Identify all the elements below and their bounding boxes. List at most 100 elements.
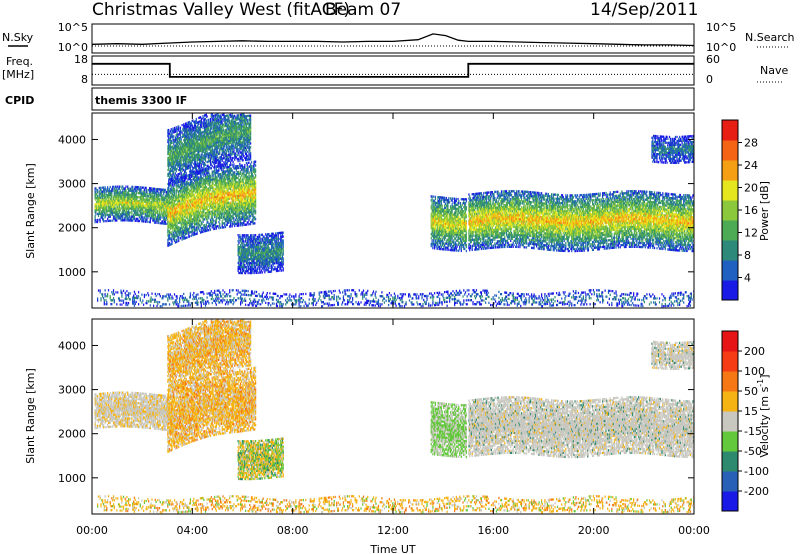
power-cell xyxy=(121,187,122,189)
power-cell xyxy=(110,220,111,222)
power-cell xyxy=(201,126,202,128)
power-cell xyxy=(187,236,188,238)
cpid-panel: CPID themis 3300 IF xyxy=(5,88,694,110)
power-cell xyxy=(243,159,244,161)
power-cell xyxy=(193,182,194,184)
power-cell xyxy=(159,212,160,214)
power-cell xyxy=(210,160,211,162)
power-cell xyxy=(174,238,175,240)
power-cell xyxy=(160,218,161,220)
power-cell xyxy=(138,186,139,188)
power-cell xyxy=(118,213,119,215)
power-cell xyxy=(237,128,238,130)
power-cell xyxy=(128,188,129,190)
power-cell xyxy=(103,220,104,222)
power-cell xyxy=(182,170,183,172)
power-cell xyxy=(111,194,112,196)
power-cell xyxy=(233,149,234,151)
power-cell xyxy=(116,188,117,190)
power-cell xyxy=(250,136,251,138)
power-cell xyxy=(157,210,158,212)
power-cell xyxy=(250,120,251,122)
station-title: Christmas Valley West (fitACF) xyxy=(92,0,350,20)
power-cell xyxy=(202,173,203,175)
power-cell xyxy=(233,117,234,119)
rti-figure: Christmas Valley West (fitACF) Beam 07 1… xyxy=(0,0,800,554)
power-cell xyxy=(146,189,147,191)
power-cell xyxy=(146,191,147,193)
power-cell xyxy=(170,182,171,184)
power-cell xyxy=(165,221,166,223)
power-cell xyxy=(136,194,137,196)
power-cell xyxy=(250,128,251,130)
power-cell xyxy=(204,218,205,220)
power-cell xyxy=(111,196,112,198)
power-cell xyxy=(136,208,137,210)
power-cell xyxy=(181,160,182,162)
power-cell xyxy=(131,210,132,212)
cpid-label: CPID xyxy=(5,94,34,107)
power-cell xyxy=(115,200,116,202)
power-cell xyxy=(115,207,116,209)
power-cell xyxy=(125,186,126,188)
power-cell xyxy=(197,233,198,235)
power-cell xyxy=(107,218,108,220)
power-cell xyxy=(187,232,188,234)
power-cell xyxy=(129,213,130,215)
power-cell xyxy=(103,218,104,220)
power-cell xyxy=(198,208,199,210)
power-cell xyxy=(239,160,240,162)
power-cell xyxy=(203,175,204,177)
power-cell xyxy=(222,160,223,162)
superdarn-rti-plot: Christmas Valley West (fitACF) Beam 07 1… xyxy=(0,0,800,554)
power-cell xyxy=(200,128,201,130)
power-cell xyxy=(143,187,144,189)
power-cell xyxy=(137,218,138,220)
power-cell xyxy=(158,222,159,224)
power-cell xyxy=(176,191,177,193)
power-cell xyxy=(127,215,128,217)
power-cell xyxy=(205,158,206,160)
power-cell xyxy=(125,191,126,193)
power-cell xyxy=(198,123,199,125)
power-cell xyxy=(180,237,181,239)
power-cell xyxy=(226,129,227,131)
power-cell xyxy=(232,153,233,155)
power-cell xyxy=(250,156,251,158)
power-cell xyxy=(249,148,250,150)
power-cell xyxy=(224,145,225,147)
power-cell xyxy=(174,192,175,194)
noise-sky-line xyxy=(92,34,694,46)
power-cell xyxy=(103,214,104,216)
power-cell xyxy=(174,184,175,186)
noise-sky-label: N.Sky xyxy=(2,31,34,44)
power-cell xyxy=(106,220,107,222)
power-cell xyxy=(250,134,251,136)
power-cell xyxy=(110,214,111,216)
power-cell xyxy=(160,216,161,218)
power-cell xyxy=(131,200,132,202)
power-cell xyxy=(136,192,137,194)
power-cell xyxy=(109,188,110,190)
power-cell xyxy=(125,195,126,197)
power-cell xyxy=(201,124,202,126)
power-cell xyxy=(222,126,223,128)
power-cell xyxy=(128,209,129,211)
power-cell xyxy=(180,127,181,129)
noise-panel-frame xyxy=(92,24,694,53)
power-cell xyxy=(250,146,251,148)
power-cell xyxy=(173,196,174,198)
power-cell xyxy=(120,189,121,191)
power-cell xyxy=(238,152,239,154)
power-cell xyxy=(128,192,129,194)
power-cell xyxy=(199,164,200,166)
power-cell xyxy=(100,219,101,221)
power-cell xyxy=(141,190,142,192)
power-cell xyxy=(112,214,113,216)
power-cell xyxy=(121,195,122,197)
power-cell xyxy=(201,180,202,182)
power-cell xyxy=(210,118,211,120)
power-cell xyxy=(118,197,119,199)
power-cell xyxy=(202,117,203,119)
freq-left-tick-top: 18 xyxy=(74,53,88,66)
